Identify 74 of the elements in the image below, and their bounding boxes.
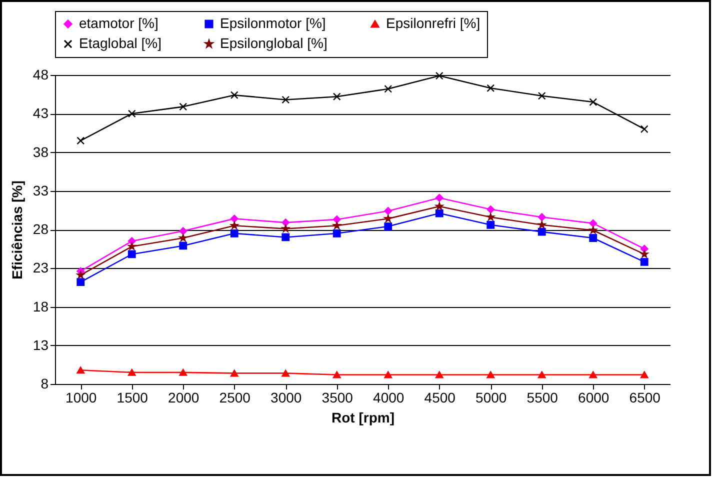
point <box>76 366 85 374</box>
x-tick-label: 4000 <box>373 390 404 406</box>
point <box>589 234 598 242</box>
point <box>282 370 290 377</box>
x-tick-label: 5500 <box>526 390 558 406</box>
point <box>332 92 341 101</box>
point <box>640 258 648 266</box>
x-tick-label: 6500 <box>629 390 661 406</box>
y-tick-label: 18 <box>32 298 49 314</box>
point <box>589 219 598 228</box>
x-tick-label: 1000 <box>66 390 97 406</box>
point <box>384 84 392 93</box>
point <box>332 216 341 224</box>
point <box>384 214 392 222</box>
point <box>384 207 392 215</box>
point <box>332 229 341 238</box>
point <box>76 278 85 286</box>
x-tick-label: 2000 <box>168 390 200 406</box>
point <box>486 220 495 229</box>
legend-label: etamotor [%] <box>79 15 158 31</box>
point <box>128 368 136 376</box>
x-tick-label: 2500 <box>219 390 251 406</box>
point <box>589 371 598 378</box>
legend-label: Epsilonmotor [%] <box>220 15 326 31</box>
x-tick-label: 5000 <box>476 390 507 406</box>
x-tick-label: 1500 <box>116 390 148 406</box>
x-tick-label: 4500 <box>424 390 456 406</box>
point <box>435 371 444 378</box>
y-tick-label: 48 <box>32 66 49 82</box>
point <box>384 371 392 378</box>
point <box>76 136 85 145</box>
point <box>435 209 444 218</box>
point <box>179 102 188 111</box>
point <box>538 213 546 222</box>
y-tick-label: 43 <box>32 105 49 122</box>
point <box>230 229 238 238</box>
point <box>179 242 188 250</box>
point <box>282 233 290 242</box>
y-tick-label: 28 <box>32 221 49 237</box>
point <box>435 194 444 202</box>
point <box>282 96 290 104</box>
point <box>640 125 648 134</box>
x-tick-label: 6000 <box>578 390 610 406</box>
legend-label: Epsilonrefri [%] <box>386 15 480 31</box>
point <box>128 110 136 118</box>
legend-label: Epsilonglobal [%] <box>220 35 328 51</box>
point <box>179 227 188 235</box>
point <box>538 92 546 100</box>
point <box>435 72 444 80</box>
point <box>128 250 136 258</box>
point <box>230 91 238 100</box>
point <box>640 371 648 378</box>
point <box>384 222 392 230</box>
y-tick-label: 23 <box>32 260 49 276</box>
y-tick-label: 8 <box>40 376 49 392</box>
point <box>538 371 546 378</box>
x-tick-label: 3500 <box>322 390 354 406</box>
point <box>589 98 598 106</box>
point <box>179 368 188 376</box>
x-tick-label: 3000 <box>270 390 302 406</box>
point <box>486 205 495 214</box>
legend-label: Etaglobal [%] <box>79 35 162 51</box>
point <box>230 214 238 223</box>
point <box>282 218 290 226</box>
point <box>230 370 238 377</box>
y-tick-label: 38 <box>32 144 49 160</box>
x-axis-title: Rot [rpm] <box>332 410 394 426</box>
y-tick-label: 33 <box>32 182 49 198</box>
point <box>332 371 341 378</box>
point <box>486 84 495 92</box>
point <box>538 228 546 236</box>
point <box>486 371 495 378</box>
y-axis-title: Eficiências [%] <box>8 180 25 280</box>
y-tick-label: 13 <box>32 336 49 353</box>
